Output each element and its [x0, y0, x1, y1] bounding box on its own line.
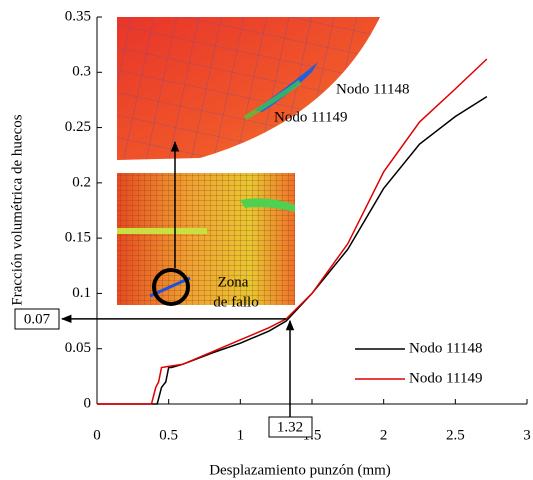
- annotation: 1.32: [277, 419, 303, 435]
- y-tick-label: 0.35: [65, 8, 91, 24]
- line-series: [97, 95, 488, 405]
- x-tick-label: 0: [93, 427, 101, 443]
- y-tick-label: 0.2: [72, 174, 91, 190]
- annotation: 0.07: [24, 311, 51, 327]
- x-axis-label: Desplazamiento punzón (mm): [209, 462, 391, 478]
- y-axis-label: Fracción volumétrica de huecos: [9, 114, 25, 305]
- inset-bottom: [117, 140, 295, 306]
- legend-label: Nodo 11149: [409, 370, 482, 386]
- annotation-box: [268, 416, 313, 438]
- x-tick-label: 1: [237, 427, 245, 443]
- y-tick-label: 0: [84, 395, 92, 411]
- line-series: [97, 58, 488, 405]
- x-tick-label: 0.5: [159, 427, 178, 443]
- annotation-box: [14, 308, 60, 330]
- y-tick-label: 0.25: [65, 119, 91, 135]
- x-tick-label: 2.5: [446, 427, 465, 443]
- inset-label: Nodo 11149: [274, 109, 347, 125]
- inset-label: Nodo 11148: [336, 81, 409, 97]
- annotation: Zona: [218, 274, 249, 290]
- y-tick-label: 0.15: [65, 230, 91, 246]
- annotation: de fallo: [213, 294, 258, 310]
- inset-top: [117, 17, 380, 160]
- x-tick-label: 3: [523, 427, 531, 443]
- legend-label: Nodo 11148: [409, 340, 482, 356]
- x-tick-label: 2: [380, 427, 388, 443]
- y-tick-label: 0.3: [72, 64, 91, 80]
- y-tick-label: 0.05: [65, 340, 91, 356]
- y-tick-label: 0.1: [72, 285, 91, 301]
